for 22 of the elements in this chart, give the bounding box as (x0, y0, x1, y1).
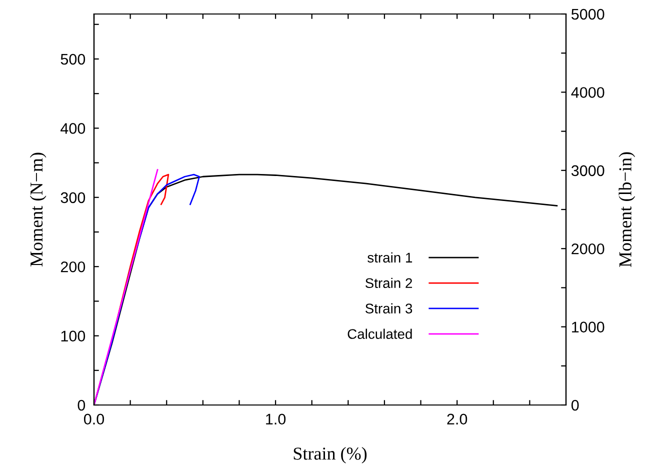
x-tick-label: 0.0 (84, 414, 104, 425)
y-tick-label: 300 (60, 192, 86, 204)
legend-label: Strain 2 (365, 278, 412, 288)
legend-label: Calculated (348, 328, 412, 339)
y2-tick-label: 3000 (571, 165, 604, 176)
x-tick-label: 2.0 (447, 414, 468, 425)
legend-label: Strain 3 (365, 303, 412, 314)
legend-label: strain 1 (368, 252, 412, 263)
y-tick-label: 500 (60, 54, 86, 65)
y2-tick-label: 1000 (572, 322, 604, 332)
y2-tick-label: 0 (571, 400, 579, 411)
y-tick-label: 400 (60, 123, 86, 134)
x-axis-title: Strain (%) (294, 447, 367, 464)
y-axis-title: Moment (N−m) (30, 152, 46, 266)
y-tick-label: 200 (60, 261, 86, 272)
y-tick-label: 0 (78, 400, 86, 411)
x-tick-label: 1.0 (266, 414, 286, 425)
y2-tick-label: 5000 (571, 8, 604, 20)
y2-axis-title: Moment (lb−in) (618, 152, 636, 267)
y-tick-label: 100 (61, 330, 86, 342)
y2-tick-label: 4000 (571, 87, 604, 98)
y2-tick-label: 2000 (572, 243, 604, 254)
